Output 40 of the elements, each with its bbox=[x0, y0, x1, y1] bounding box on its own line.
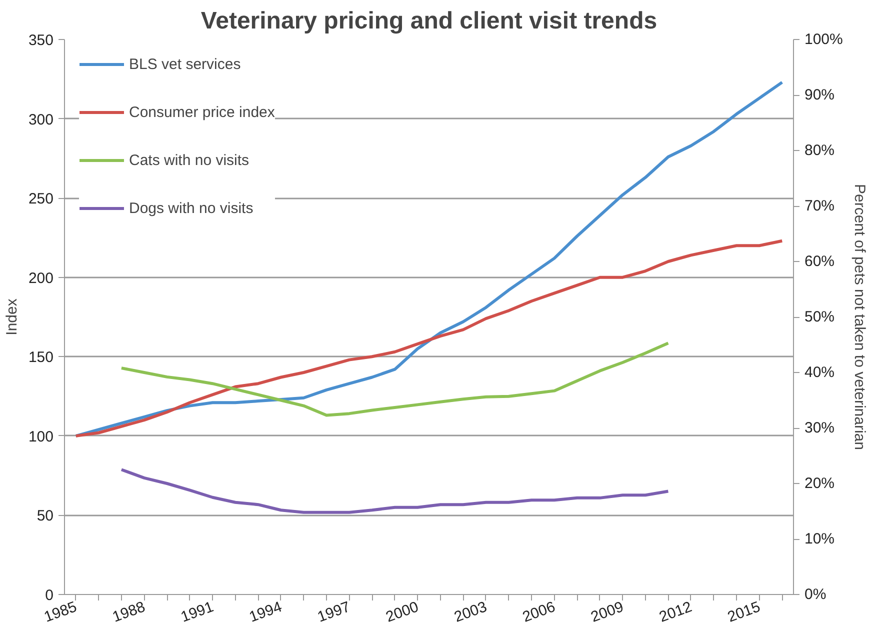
x-tick-label: 2009 bbox=[588, 598, 626, 626]
y2-tick-label: 10% bbox=[804, 530, 835, 548]
y-tick-label: 350 bbox=[28, 32, 54, 49]
x-tick-label: 2003 bbox=[452, 598, 490, 626]
y2-tick-label: 30% bbox=[804, 420, 835, 436]
x-tick-label: 2000 bbox=[384, 598, 421, 626]
line-series bbox=[120, 342, 670, 417]
y2-axis-title: Percent of pets not taken to veterinarian bbox=[850, 184, 868, 450]
y-tick-label: 200 bbox=[28, 270, 54, 287]
legend-label: Consumer price index bbox=[129, 104, 275, 120]
chart-title: Veterinary pricing and client visit trends bbox=[200, 8, 658, 34]
x-tick-label: 2015 bbox=[725, 598, 763, 626]
legend-label: Cats with no visits bbox=[129, 152, 250, 168]
y2-tick-label: 90% bbox=[804, 86, 835, 104]
x-tick-label: 2006 bbox=[520, 598, 558, 626]
y-tick-label: 150 bbox=[28, 349, 54, 366]
line-series bbox=[120, 468, 670, 514]
y2-tick-label: 50% bbox=[804, 308, 835, 326]
line-series bbox=[74, 239, 784, 438]
line-series bbox=[74, 80, 784, 438]
x-tick-label: 1994 bbox=[247, 598, 284, 626]
x-tick-label: 1988 bbox=[110, 598, 148, 626]
y2-tick-label: 20% bbox=[804, 475, 835, 492]
x-tick-label: 1997 bbox=[315, 598, 353, 626]
y2-tick-label: 0% bbox=[804, 586, 826, 603]
x-tick-label: 2012 bbox=[657, 598, 694, 626]
y2-tick-label: 40% bbox=[804, 364, 835, 381]
x-tick-label: 1991 bbox=[178, 598, 216, 626]
legend-label: Dogs with no visits bbox=[129, 200, 254, 216]
legend-label: BLS vet services bbox=[129, 56, 241, 72]
y-tick-label: 0 bbox=[45, 587, 54, 604]
y2-tick-label: 80% bbox=[804, 142, 835, 159]
y-tick-label: 100 bbox=[28, 428, 54, 446]
y-tick-label: 300 bbox=[28, 111, 54, 128]
y-axis-title: Index bbox=[3, 298, 20, 336]
y2-tick-label: 100% bbox=[804, 31, 843, 48]
y2-tick-label: 60% bbox=[804, 253, 835, 270]
y2-tick-label: 70% bbox=[804, 198, 835, 214]
y-tick-label: 250 bbox=[28, 190, 54, 208]
y-tick-label: 50 bbox=[36, 508, 54, 525]
